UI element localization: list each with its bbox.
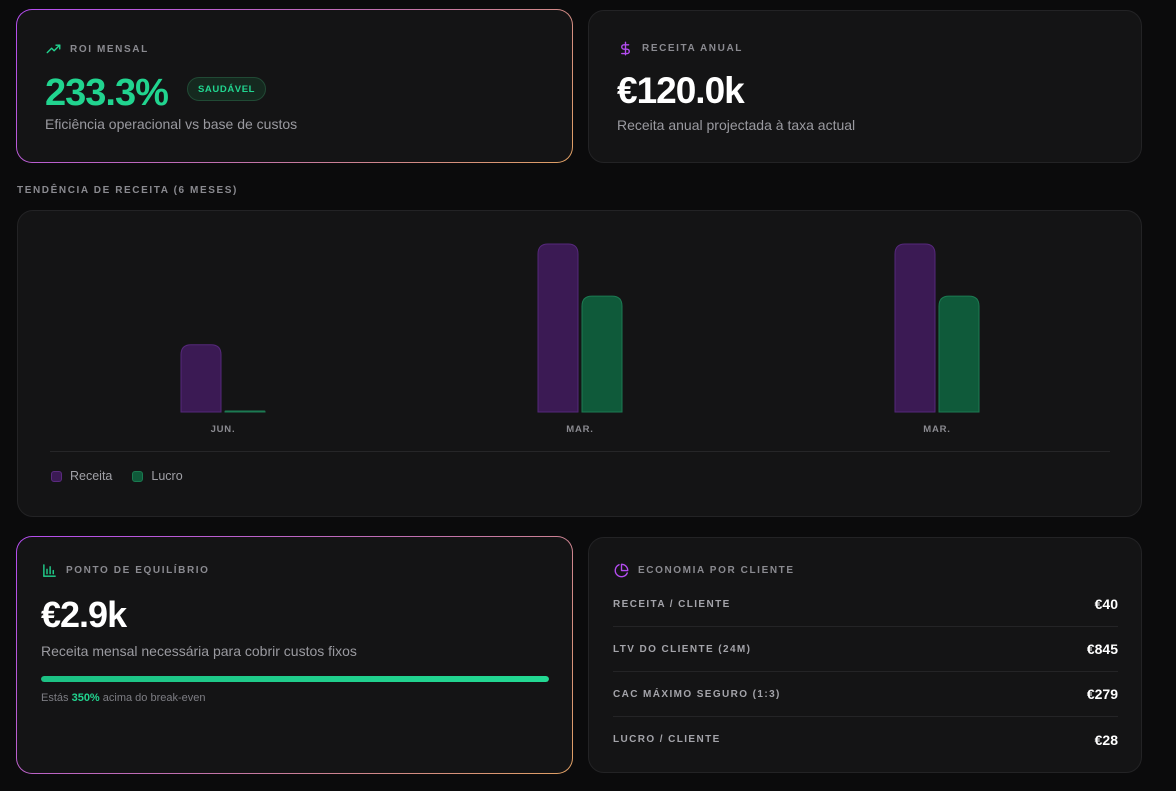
pie-chart-icon [613, 562, 629, 578]
breakeven-note: Estás 350% acima do break-even [41, 692, 206, 704]
bar-chart-icon [41, 562, 57, 578]
trend-section-title: TENDÊNCIA DE RECEITA (6 MESES) [17, 185, 238, 196]
breakeven-progress-bar [41, 676, 549, 682]
breakeven-label: PONTO DE EQUILÍBRIO [66, 564, 210, 576]
dollar-icon [617, 40, 633, 56]
legend-item-revenue[interactable]: Receita [51, 469, 112, 483]
metric-value: €40 [1094, 596, 1118, 612]
metric-label: LUCRO / CLIENTE [613, 734, 721, 745]
roi-description: Eficiência operacional vs base de custos [45, 116, 298, 132]
economy-header: ECONOMIA POR CLIENTE [613, 562, 795, 578]
note-value: 350% [71, 692, 100, 704]
annual-header: RECEITA ANUAL [617, 40, 743, 56]
breakeven-value: €2.9k [41, 594, 127, 635]
roi-label: ROI MENSAL [70, 43, 149, 55]
legend-swatch-revenue [51, 470, 62, 482]
trending-up-icon [45, 41, 61, 57]
bar-profit[interactable] [224, 410, 266, 413]
annual-revenue-card: RECEITA ANUAL €120.0k Receita anual proj… [588, 10, 1142, 163]
breakeven-progress-fill [41, 676, 549, 682]
economy-list: RECEITA / CLIENTE €40 LTV DO CLIENTE (24… [613, 582, 1118, 762]
status-badge: SAUDÁVEL [187, 77, 267, 101]
note-suffix: acima do break-even [99, 692, 206, 704]
bar-profit[interactable] [581, 295, 623, 413]
note-prefix: Estás [41, 692, 72, 704]
roi-card: ROI MENSAL 233.3% SAUDÁVEL Eficiência op… [16, 9, 573, 163]
legend-label-profit: Lucro [151, 469, 183, 483]
chart-canvas: JUN. MAR. MAR. [180, 243, 980, 435]
metric-value: €279 [1086, 686, 1118, 702]
breakeven-card: PONTO DE EQUILÍBRIO €2.9k Receita mensal… [16, 536, 573, 774]
x-tick-label: MAR. [923, 424, 950, 435]
annual-value: €120.0k [617, 70, 745, 111]
chart-divider [50, 451, 1110, 452]
list-item: LTV DO CLIENTE (24M) €845 [613, 627, 1118, 672]
list-item: LUCRO / CLIENTE €28 [613, 717, 1118, 762]
legend-swatch-profit [132, 470, 144, 482]
legend-label-revenue: Receita [70, 469, 113, 483]
legend-item-profit[interactable]: Lucro [132, 469, 183, 483]
metric-label: LTV DO CLIENTE (24M) [613, 643, 752, 655]
bar-revenue[interactable] [180, 344, 222, 413]
annual-description: Receita anual projectada à taxa actual [617, 117, 856, 133]
list-item: RECEITA / CLIENTE €40 [613, 582, 1118, 627]
breakeven-description: Receita mensal necessária para cobrir cu… [41, 643, 357, 659]
x-tick-label: JUN. [211, 424, 236, 435]
metric-value: €28 [1094, 731, 1118, 748]
economy-label: ECONOMIA POR CLIENTE [638, 564, 795, 576]
annual-label: RECEITA ANUAL [642, 42, 743, 54]
chart-legend: Receita Lucro [51, 469, 183, 483]
roi-value: 233.3% [45, 72, 169, 114]
roi-header: ROI MENSAL [45, 41, 149, 57]
client-economy-card: ECONOMIA POR CLIENTE RECEITA / CLIENTE €… [588, 537, 1142, 773]
list-item: CAC MÁXIMO SEGURO (1:3) €279 [613, 672, 1118, 717]
revenue-trend-chart: JUN. MAR. MAR. Receita Lucro [17, 210, 1142, 517]
bar-revenue[interactable] [894, 243, 936, 413]
bar-profit[interactable] [938, 295, 980, 413]
metric-label: CAC MÁXIMO SEGURO (1:3) [613, 688, 781, 700]
metric-value: €845 [1086, 641, 1118, 657]
breakeven-header: PONTO DE EQUILÍBRIO [41, 562, 210, 578]
x-tick-label: MAR. [566, 424, 593, 435]
metric-label: RECEITA / CLIENTE [613, 598, 731, 610]
bar-revenue[interactable] [537, 243, 579, 413]
